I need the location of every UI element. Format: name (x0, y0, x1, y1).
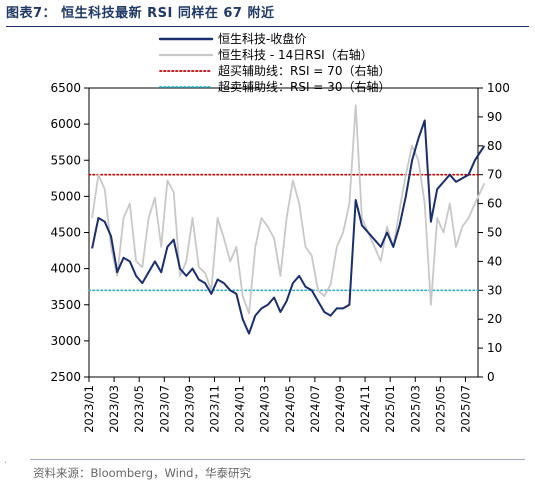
y-right-tick-label: 70 (487, 168, 502, 182)
x-tick-label: 2023/03 (107, 385, 121, 433)
x-tick-label: 2024/07 (308, 385, 322, 433)
x-tick-label: 2025/07 (458, 385, 472, 433)
title-rule (6, 26, 529, 27)
y-left-tick-label: 6500 (50, 81, 81, 95)
legend-label: 恒生科技 - 14日RSI（右轴） (218, 47, 373, 62)
y-right-tick-label: 40 (487, 254, 502, 268)
x-tick-label: 2023/01 (82, 385, 96, 433)
x-tick-label: 2023/07 (157, 385, 171, 433)
x-tick-label: 2024/03 (258, 385, 272, 433)
y-right-tick-label: 20 (487, 312, 502, 326)
x-tick-label: 2025/01 (383, 385, 397, 433)
x-tick-label: 2023/11 (207, 385, 221, 433)
bottom-rule (30, 459, 525, 460)
y-left-tick-label: 5500 (50, 153, 81, 167)
y-right-tick-label: 60 (487, 197, 502, 211)
y-right-tick-label: 50 (487, 226, 502, 240)
x-tick-label: 2023/05 (132, 385, 146, 433)
x-tick-label: 2025/05 (433, 385, 447, 433)
legend-label: 超卖辅助线：RSI = 30（右轴） (218, 79, 390, 94)
y-left-tick-label: 5000 (50, 189, 81, 203)
y-left-tick-label: 6000 (50, 117, 81, 131)
axes: 2500 3000 3500 4000 4500 5000 5500 6000 6500 0 10 2… (50, 81, 509, 433)
y-left-tick-label: 4500 (50, 226, 81, 240)
rsi-line (91, 104, 486, 315)
series-layer (91, 104, 486, 335)
x-tick-label: 2024/09 (333, 385, 347, 433)
legend-label: 超买辅助线：RSI = 70（右轴） (218, 63, 390, 78)
x-tick-label: 2023/09 (182, 385, 196, 433)
y-right-tick-label: 10 (487, 341, 502, 355)
footnote-marker: · (4, 458, 8, 469)
y-right-tick-label: 0 (487, 370, 495, 384)
reference-lines (88, 173, 479, 292)
y-left-tick-label: 4000 (50, 262, 81, 276)
y-right-tick-label: 80 (487, 139, 502, 153)
legend-label: 恒生科技-收盘价 (218, 31, 306, 46)
y-right-tick-label: 30 (487, 283, 502, 297)
x-tick-label: 2024/11 (358, 385, 372, 433)
figure-title: 图表7： 恒生科技最新 RSI 同样在 67 附近 (6, 6, 275, 21)
y-left-tick-label: 3500 (50, 298, 81, 312)
x-tick-label: 2024/01 (233, 385, 247, 433)
price-line (91, 119, 486, 335)
source-note: 资料来源：Bloomberg，Wind，华泰研究 (33, 466, 251, 480)
y-left-tick-label: 3000 (50, 334, 81, 348)
y-right-tick-label: 100 (487, 81, 510, 95)
y-left-tick-label: 2500 (50, 370, 81, 384)
x-tick-label: 2025/03 (408, 385, 422, 433)
y-right-tick-label: 90 (487, 110, 502, 124)
x-tick-label: 2024/05 (283, 385, 297, 433)
